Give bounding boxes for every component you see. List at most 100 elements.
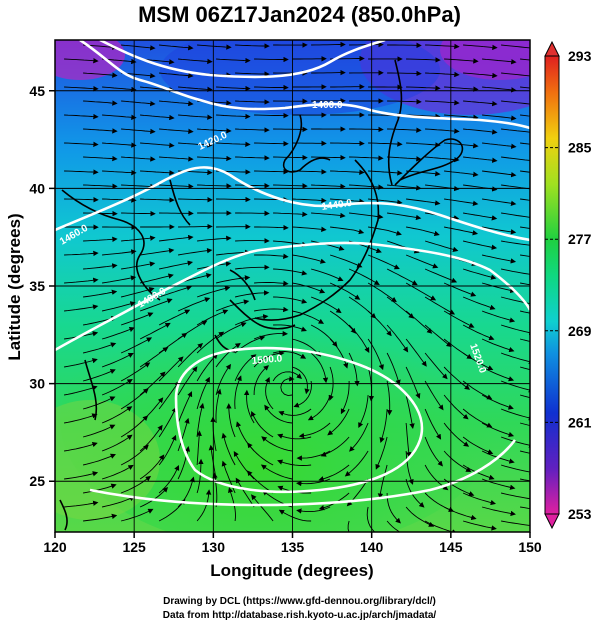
streamline — [83, 263, 118, 270]
streamline — [102, 86, 137, 93]
streamline — [296, 506, 331, 514]
streamline — [462, 268, 497, 280]
streamline — [83, 236, 118, 242]
y-tick-label: 40 — [29, 180, 45, 196]
streamline — [178, 86, 213, 93]
streamline — [64, 385, 98, 396]
streamline — [307, 394, 331, 421]
streamline — [501, 44, 530, 51]
streamline — [178, 142, 213, 148]
streamline — [159, 260, 194, 270]
streamline — [296, 450, 331, 461]
streamline — [251, 410, 274, 438]
streamline — [102, 249, 137, 256]
streamline — [254, 141, 289, 147]
streamline — [64, 169, 99, 175]
streamline — [424, 408, 442, 440]
streamline — [387, 184, 422, 191]
streamline — [159, 156, 194, 162]
streamline — [273, 240, 308, 248]
colorbar-top-arrow — [544, 40, 560, 57]
streamline — [178, 114, 213, 120]
streamline — [424, 352, 448, 380]
streamline — [226, 403, 236, 438]
streamline — [405, 338, 427, 367]
streamline — [463, 100, 498, 107]
streamline — [482, 198, 517, 206]
streamline — [463, 44, 498, 51]
streamline — [500, 436, 530, 448]
streamline — [330, 169, 365, 175]
streamline — [82, 342, 117, 354]
streamline — [311, 154, 346, 161]
streamline — [158, 434, 177, 466]
streamline — [196, 458, 204, 494]
streamline — [501, 268, 530, 277]
streamline — [177, 391, 193, 424]
credit-drawing: Drawing by DCL (https://www.gfd-dennou.o… — [163, 596, 436, 607]
streamline — [462, 324, 495, 341]
streamline — [83, 128, 118, 134]
streamline — [311, 183, 346, 190]
streamline — [254, 112, 289, 119]
streamline — [120, 362, 151, 382]
streamline — [277, 459, 312, 466]
streamline — [444, 114, 479, 121]
streamline — [424, 520, 458, 532]
colorbar-bottom-arrow — [544, 513, 560, 530]
streamline — [520, 478, 530, 482]
streamline — [247, 442, 274, 466]
streamline — [215, 342, 241, 368]
streamline — [462, 380, 493, 400]
y-tick-label: 45 — [29, 83, 45, 99]
streamline — [121, 44, 156, 51]
streamline — [140, 114, 175, 121]
streamline — [235, 264, 270, 270]
streamline — [481, 310, 516, 323]
streamline — [83, 483, 117, 494]
streamline — [216, 141, 251, 147]
streamline — [444, 198, 479, 206]
streamline — [235, 43, 270, 49]
streamline — [443, 506, 477, 521]
streamline — [501, 212, 530, 221]
streamline — [101, 464, 134, 480]
x-tick-label: 135 — [281, 539, 305, 555]
streamline — [405, 254, 439, 269]
streamline — [367, 338, 384, 371]
streamline — [349, 422, 369, 452]
streamline — [121, 128, 156, 135]
streamline — [463, 72, 498, 79]
streamline — [177, 366, 198, 396]
streamline — [83, 100, 118, 106]
streamline — [64, 58, 99, 64]
streamline — [425, 43, 460, 50]
streamline — [235, 155, 270, 161]
streamline — [387, 70, 422, 77]
streamline — [64, 277, 99, 284]
x-tick-label: 140 — [360, 539, 384, 555]
streamline — [405, 506, 435, 527]
streamline — [520, 282, 530, 286]
contour-label: 1440.0 — [321, 198, 353, 213]
streamline — [501, 520, 530, 529]
streamline — [261, 436, 293, 452]
streamline — [64, 471, 99, 480]
streamline — [196, 353, 218, 382]
streamline — [196, 331, 225, 354]
streamline — [519, 394, 530, 399]
streamline — [368, 198, 403, 205]
streamline — [482, 170, 517, 178]
streamline — [177, 297, 211, 312]
streamline — [101, 301, 136, 312]
colorbar: 293 285 277 269 261 253 — [544, 40, 592, 530]
streamline — [139, 298, 173, 312]
streamline — [481, 338, 515, 353]
streamline — [254, 169, 289, 175]
colorbar-tick-label: 293 — [568, 48, 592, 64]
streamline — [159, 234, 194, 242]
streamline — [121, 156, 156, 162]
streamline — [444, 86, 479, 92]
streamline — [501, 100, 530, 107]
streamline — [102, 142, 137, 148]
